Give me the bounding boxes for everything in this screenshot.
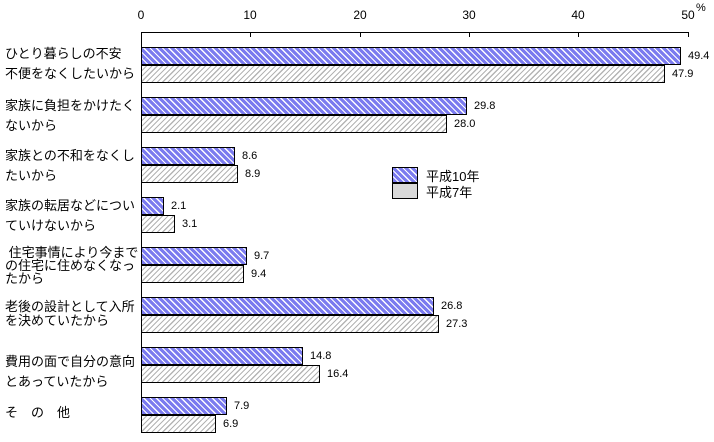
value-label: 2.1 <box>171 200 187 212</box>
category-label-line: たから <box>5 271 45 286</box>
legend-swatch-h10-icon <box>392 167 418 183</box>
bar-heisei7 <box>141 215 175 233</box>
value-label: 8.6 <box>242 150 258 162</box>
category-label-line: 老後の設計として入所 <box>5 299 135 314</box>
value-label: 29.8 <box>474 100 496 112</box>
bar-heisei7 <box>141 115 447 133</box>
category-label-line: 家族に負担をかけたく <box>5 98 136 113</box>
x-tick-mark <box>578 32 579 37</box>
category-label-line: 不便をなくしたいから <box>5 66 136 81</box>
x-tick-label: 40 <box>571 8 585 22</box>
category-label-line: 家族の転居などについ <box>5 198 136 213</box>
value-label: 3.1 <box>182 218 198 230</box>
value-label: 16.4 <box>327 368 349 380</box>
category-label-line: を決めていたから <box>5 313 110 328</box>
value-label: 9.7 <box>254 250 270 262</box>
bar-heisei10 <box>141 47 681 65</box>
category-label: そ の 他 <box>5 403 141 423</box>
bar-heisei10 <box>141 347 303 365</box>
category-label-line: ていけないから <box>5 218 97 233</box>
category-label-line: たいから <box>5 168 58 183</box>
value-label: 26.8 <box>441 300 463 312</box>
category-label: 家族に負担をかけたく ないから <box>5 96 141 136</box>
value-label: 47.9 <box>672 68 694 80</box>
category-label-line: 費用の面で自分の意向 <box>5 354 136 369</box>
x-tick-label: 50 <box>681 8 695 22</box>
x-tick-mark <box>141 32 142 37</box>
x-tick-mark <box>688 32 689 37</box>
category-label-line: の住宅に住めなくなっ <box>5 258 136 273</box>
x-tick-label: 20 <box>353 8 367 22</box>
legend-item-h7: 平成7年 <box>392 183 479 200</box>
value-label: 49.4 <box>688 50 710 62</box>
legend-label-h7: 平成7年 <box>426 184 473 200</box>
value-label: 8.9 <box>245 168 261 180</box>
x-axis-unit-label: % <box>696 2 706 14</box>
category-label-line: ひとり暮らしの不安 <box>5 46 122 61</box>
bar-heisei7 <box>141 315 439 333</box>
bar-heisei7 <box>141 365 320 383</box>
bar-heisei10 <box>141 197 164 215</box>
legend-label-h10: 平成10年 <box>426 168 480 184</box>
value-label: 28.0 <box>454 118 476 130</box>
category-label-line: そ の 他 <box>5 405 71 420</box>
category-label: 老後の設計として入所 を決めていたから <box>5 300 141 328</box>
bar-heisei7 <box>141 65 665 83</box>
x-tick-mark <box>250 32 251 37</box>
bar-heisei7 <box>141 265 244 283</box>
category-label: 家族との不和をなくし たいから <box>5 146 141 186</box>
bar-heisei10 <box>141 97 467 115</box>
category-label: 住宅事情により今まで の住宅に住めなくなっ たから <box>5 246 141 285</box>
category-label: 家族の転居などについ ていけないから <box>5 196 141 236</box>
x-tick-label: 10 <box>243 8 257 22</box>
bar-heisei7 <box>141 415 216 433</box>
x-axis-line <box>141 32 689 33</box>
legend: 平成10年 平成7年 <box>392 167 480 200</box>
x-tick-mark <box>360 32 361 37</box>
bar-heisei10 <box>141 247 247 265</box>
value-label: 6.9 <box>223 418 239 430</box>
x-tick-label: 30 <box>462 8 476 22</box>
legend-swatch-h7-icon <box>392 183 418 199</box>
category-label-line: ないから <box>5 118 58 133</box>
category-label-line: とあっていたから <box>5 374 109 389</box>
category-label: 費用の面で自分の意向 とあっていたから <box>5 352 141 392</box>
category-label-line: 住宅事情により今まで <box>5 245 139 260</box>
category-label-line: 家族との不和をなくし <box>5 148 135 163</box>
value-label: 7.9 <box>234 400 250 412</box>
bar-heisei10 <box>141 397 227 415</box>
x-tick-mark <box>469 32 470 37</box>
category-label: ひとり暮らしの不安 不便をなくしたいから <box>5 44 141 84</box>
bar-heisei10 <box>141 297 434 315</box>
value-label: 9.4 <box>251 268 267 280</box>
legend-item-h10: 平成10年 <box>392 167 480 184</box>
x-tick-label: 0 <box>137 8 145 22</box>
value-label: 14.8 <box>310 350 332 362</box>
value-label: 27.3 <box>446 318 468 330</box>
bar-heisei7 <box>141 165 238 183</box>
bar-heisei10 <box>141 147 235 165</box>
